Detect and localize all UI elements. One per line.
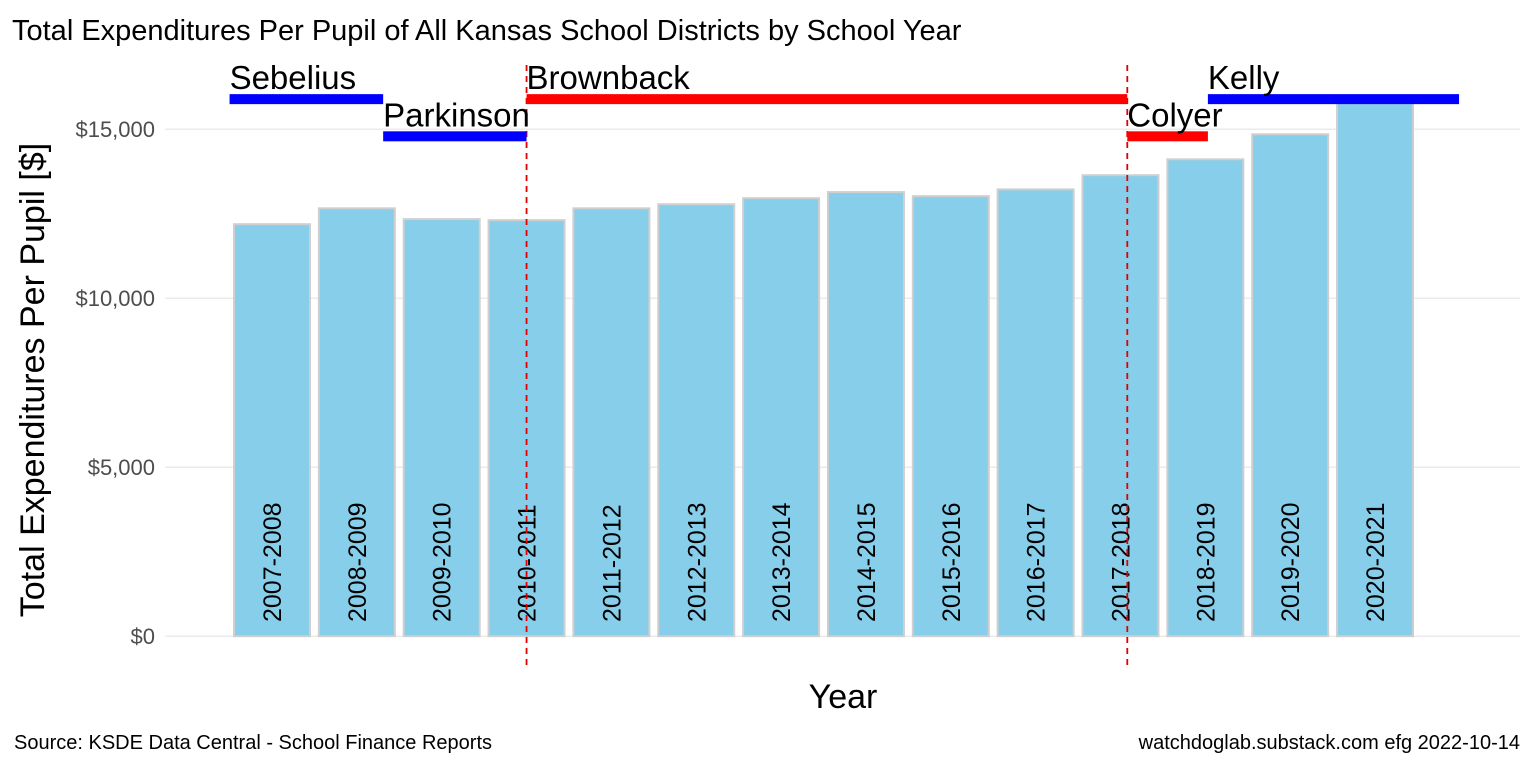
y-tick-label: $0 (131, 624, 155, 649)
bar (996, 188, 1075, 638)
governor-term (1207, 94, 1460, 105)
y-axis-label: Total Expenditures Per Pupil [$] (14, 143, 52, 617)
category-label: 2020-2021 (1362, 502, 1390, 622)
y-tick-label: $15,000 (75, 117, 155, 142)
y-tick-label: $5,000 (88, 455, 155, 480)
bar (1166, 158, 1245, 638)
category-label: 2009-2010 (429, 502, 457, 622)
category-label: 2008-2009 (344, 502, 372, 622)
category-label: 2013-2014 (768, 502, 796, 622)
governor-label: Colyer (1127, 96, 1222, 133)
category-label: 2015-2016 (938, 502, 966, 622)
bar (911, 195, 990, 638)
governor-label: Sebelius (230, 59, 357, 96)
governor-label: Brownback (527, 59, 691, 96)
bar (572, 207, 651, 638)
category-label: 2007-2008 (259, 502, 287, 622)
governor-term (526, 94, 1128, 105)
category-label: 2019-2020 (1277, 502, 1305, 622)
bar (317, 207, 396, 638)
category-label: 2016-2017 (1023, 502, 1051, 622)
credit-note: watchdoglab.substack.com efg 2022-10-14 (1138, 732, 1520, 754)
y-tick-label: $10,000 (75, 286, 155, 311)
bar (657, 203, 736, 638)
governor-term (1127, 131, 1208, 142)
category-label: 2014-2015 (853, 502, 881, 622)
bar (1081, 174, 1160, 638)
category-label: 2018-2019 (1192, 502, 1220, 622)
category-label: 2010-2011 (514, 504, 542, 622)
category-label: 2012-2013 (683, 502, 711, 622)
bar (402, 218, 481, 638)
governor-term (229, 94, 384, 105)
x-axis-label: Year (809, 678, 878, 716)
bar (826, 191, 905, 638)
bar (233, 223, 311, 638)
chart-title: Total Expenditures Per Pupil of All Kans… (12, 15, 962, 47)
bar (742, 197, 821, 638)
source-note: Source: KSDE Data Central - School Finan… (14, 732, 492, 754)
category-label: 2011-2012 (598, 504, 626, 622)
governor-label: Parkinson (383, 96, 530, 133)
category-label: 2017-2018 (1108, 502, 1136, 622)
governor-term (383, 131, 527, 142)
governor-label: Kelly (1208, 59, 1280, 96)
bar (1251, 133, 1330, 638)
